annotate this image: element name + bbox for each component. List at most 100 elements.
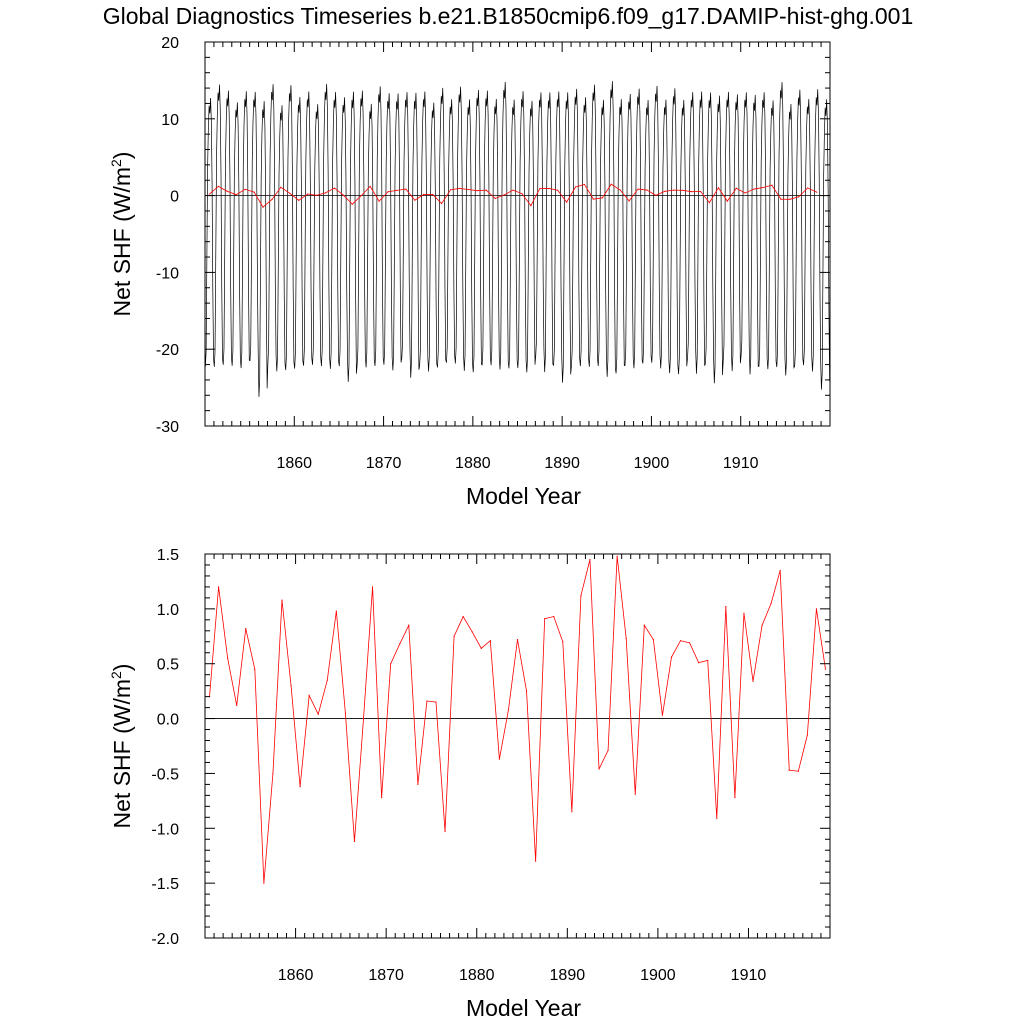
- annual-mean-point: [789, 198, 791, 200]
- annual-mean-point: [290, 685, 292, 687]
- plot-frame: [204, 41, 831, 427]
- annual-mean-point: [271, 198, 273, 201]
- annual-mean-point: [628, 200, 630, 202]
- annual-mean-point: [399, 643, 401, 645]
- annual-mean-point: [637, 188, 639, 190]
- annual-mean-point: [616, 555, 618, 557]
- annual-mean-point: [661, 714, 664, 716]
- annual-mean-point: [699, 190, 702, 193]
- annual-mean-point: [752, 680, 754, 682]
- bottom-panel-chart: 1860 1870 1880 1890 1900 1910 -2.0 -1.5 -1.0 -0.5…: [108, 547, 831, 1021]
- annual-mean-point: [824, 668, 827, 670]
- annual-mean-point: [601, 197, 603, 199]
- y-tick-label: 10: [161, 112, 179, 129]
- annual-mean-point: [335, 610, 337, 612]
- y-tick-label: 1.0: [157, 602, 179, 619]
- annual-mean-point: [544, 618, 546, 620]
- monthly-series-line: [205, 81, 830, 397]
- annual-mean-point: [525, 690, 528, 692]
- annual-mean-point: [369, 185, 371, 187]
- annual-mean-point: [235, 194, 237, 196]
- annual-mean-point: [539, 188, 541, 190]
- annual-mean-point: [610, 183, 612, 185]
- x-tick-label: 1890: [550, 967, 586, 984]
- annual-mean-point: [762, 186, 764, 189]
- y-tick-label: -30: [156, 419, 179, 436]
- annual-mean-point: [449, 189, 452, 191]
- annual-mean-point: [396, 189, 398, 191]
- annual-mean-point: [262, 206, 264, 208]
- x-tick-label: 1880: [455, 455, 491, 472]
- annual-mean-point: [707, 659, 709, 662]
- annual-mean-point: [253, 191, 255, 193]
- annual-mean-point: [512, 189, 514, 191]
- y-axis-label: Net SHF (W/m2): [108, 152, 135, 317]
- annual-mean-point: [652, 638, 654, 641]
- annual-mean-point: [476, 190, 478, 192]
- annual-mean-point: [516, 638, 519, 641]
- annual-mean-point: [462, 615, 464, 618]
- annual-mean-point: [226, 190, 228, 192]
- annual-mean-point: [353, 840, 356, 843]
- annual-mean-point: [770, 602, 772, 604]
- annual-mean-point: [807, 187, 809, 189]
- annual-mean-point: [562, 641, 564, 643]
- y-tick-label: -20: [156, 342, 179, 359]
- annual-mean-point: [489, 640, 491, 642]
- annual-mean-point: [589, 558, 591, 561]
- annual-mean-point: [254, 668, 256, 670]
- annual-mean-point: [744, 192, 746, 194]
- annual-mean-point: [664, 190, 666, 192]
- x-tick-label: 1890: [544, 455, 580, 472]
- annual-mean-point: [592, 198, 594, 200]
- plot-area: [205, 81, 830, 397]
- annual-mean-point: [426, 700, 428, 702]
- x-tick-label: 1910: [723, 455, 759, 472]
- annual-mean-point: [679, 640, 682, 642]
- annual-mean-point: [670, 656, 673, 658]
- y-tick-label: 0: [170, 189, 179, 206]
- annual-mean-point: [625, 637, 627, 640]
- annual-mean-point: [414, 199, 416, 201]
- annual-mean-point: [815, 608, 818, 610]
- annual-mean-point: [598, 768, 600, 770]
- annual-mean-point: [423, 193, 425, 195]
- annual-mean-point: [217, 586, 220, 588]
- annual-mean-point: [530, 204, 532, 207]
- x-tick-label: 1860: [276, 455, 312, 472]
- annual-mean-point: [673, 189, 675, 191]
- annual-mean-point: [227, 657, 229, 659]
- annual-mean-point: [580, 595, 582, 597]
- annual-mean-point: [574, 186, 577, 188]
- annual-mean-point: [298, 199, 300, 201]
- annual-mean-point: [387, 191, 389, 193]
- annual-mean-point: [333, 187, 336, 189]
- annual-mean-point: [245, 628, 247, 630]
- top-panel-chart: 1860 1870 1880 1890 1900 1910 -30 -20 -10 0 10 20 Mo…: [108, 35, 831, 509]
- annual-mean-point: [342, 194, 344, 196]
- x-tick-label: 1900: [634, 455, 670, 472]
- annual-mean-point: [716, 817, 718, 820]
- x-tick-label: 1870: [368, 967, 404, 984]
- annual-mean-point: [208, 193, 211, 195]
- annual-mean-point: [780, 198, 782, 200]
- y-tick-label: -2.0: [151, 931, 179, 948]
- annual-mean-point: [788, 769, 790, 771]
- x-axis-label: Model Year: [466, 483, 581, 509]
- annual-mean-point: [771, 184, 773, 186]
- annual-mean-point: [643, 624, 645, 626]
- annual-mean-point: [571, 811, 573, 813]
- plot-frame: [204, 553, 831, 939]
- plot-area: [205, 555, 830, 884]
- annual-mean-point: [725, 606, 727, 608]
- annual-mean-point: [324, 192, 327, 194]
- x-tick-label: 1880: [459, 967, 495, 984]
- annual-mean-point: [698, 662, 700, 664]
- annual-mean-point: [272, 772, 274, 775]
- annual-mean-point: [521, 193, 523, 195]
- annual-mean-point: [344, 712, 346, 714]
- annual-mean-point: [299, 785, 301, 788]
- y-tick-label: -1.5: [151, 876, 179, 893]
- annual-mean-point: [289, 192, 291, 194]
